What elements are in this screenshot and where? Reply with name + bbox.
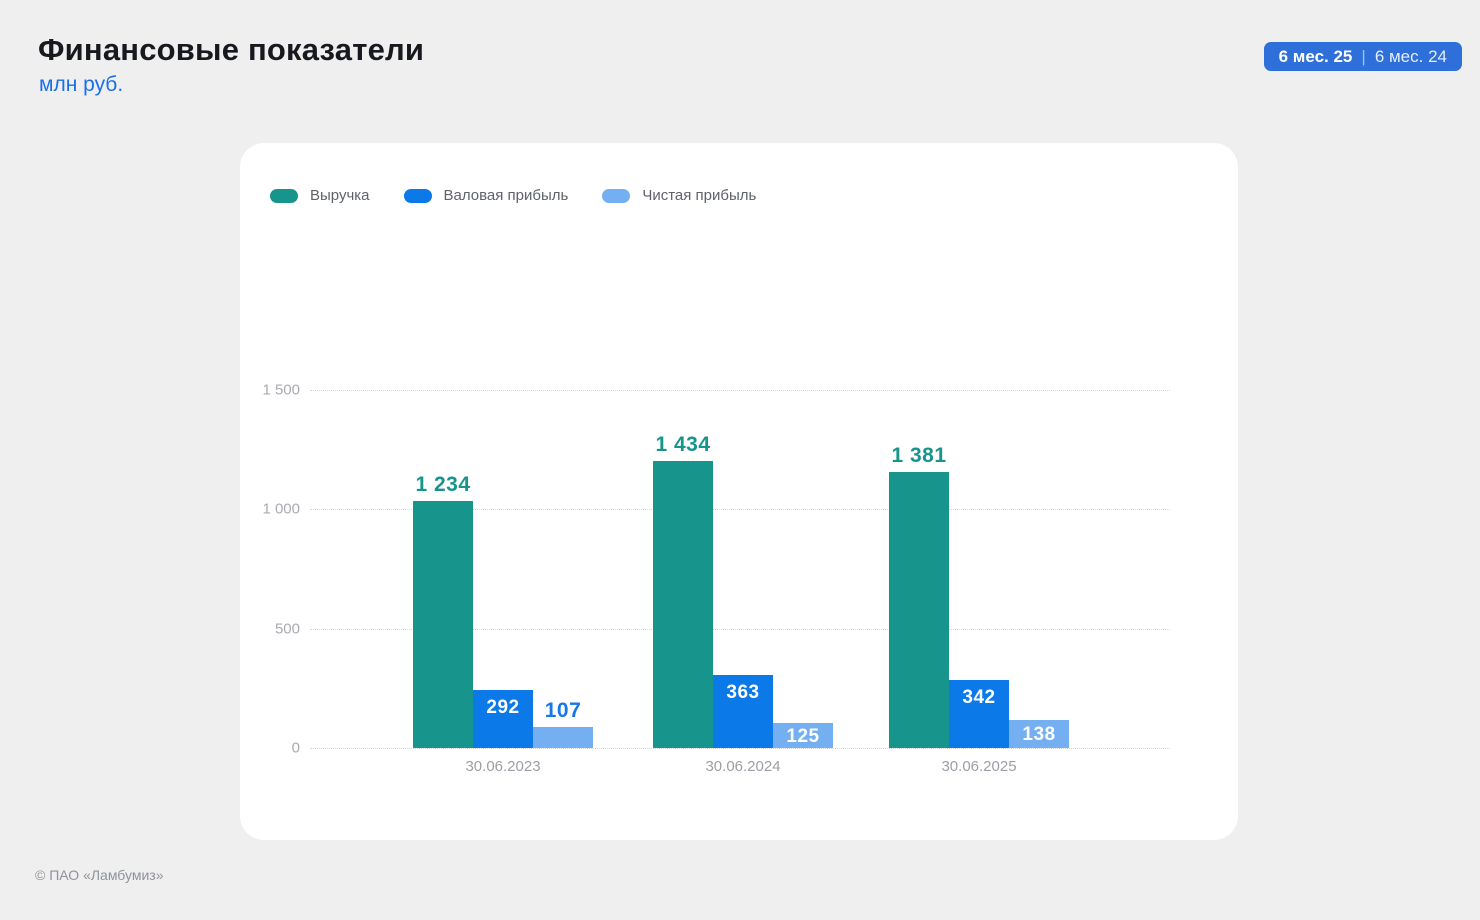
bar-value-label: 1 381 [891,443,947,467]
bar-value-label: 1 434 [655,433,711,457]
period-previous-label[interactable]: 6 мес. 24 [1374,46,1447,66]
legend-item-Выручка: Выручка [270,187,370,204]
bar-value-label: 292 [486,696,520,718]
x-axis-label-30.06.2025: 30.06.2025 [941,758,1017,775]
y-axis-tick-label: 1 500 [262,381,300,399]
page-subtitle-units: млн руб. [39,73,124,96]
y-axis-tick-label: 0 [291,739,300,757]
bar-Выручка-30.06.2023 [413,501,473,748]
bar-value-label: 342 [962,686,996,708]
bar-value-label: 125 [786,725,820,747]
bar-Валовая прибыль-30.06.2023 [473,689,533,748]
legend-swatch-icon [602,188,631,203]
chart-card: Выручка Валовая прибыль Чистая прибыль 1 5… [240,143,1238,840]
bar-chart-plot-area: 1 500 1 000 500 0 1 234 1 434 1 381 292 363 342 10… [240,143,1238,840]
gridline-1500 [310,389,1170,391]
gridline-0 [310,748,1170,749]
bar-value-label: 138 [1022,724,1056,746]
bar-Чистая прибыль-30.06.2024 [773,723,833,748]
period-toggle-badge[interactable]: 6 мес. 25 | 6 мес. 24 [1263,42,1462,71]
chart-legend: Выручка Валовая прибыль Чистая прибыль [270,187,756,204]
period-separator: | [1361,46,1366,66]
legend-label: Чистая прибыль [642,187,757,204]
legend-item-Валовая прибыль: Валовая прибыль [403,187,569,204]
legend-label: Выручка [310,187,370,204]
bar-Валовая прибыль-30.06.2024 [713,675,773,748]
legend-label: Валовая прибыль [443,187,569,204]
page-title: Финансовые показатели [38,32,425,67]
bar-Валовая прибыль-30.06.2025 [949,679,1009,748]
bar-Чистая прибыль-30.06.2023 [533,726,593,748]
period-current-label[interactable]: 6 мес. 25 [1278,46,1353,66]
legend-swatch-icon [403,188,432,203]
legend-swatch-icon [270,188,298,203]
gridline-500 [310,628,1170,630]
bar-Выручка-30.06.2025 [889,471,949,748]
bar-value-label: 107 [544,698,582,722]
y-axis-tick-label: 1 000 [262,500,300,518]
legend-item-Чистая прибыль: Чистая прибыль [602,187,756,204]
bar-value-label: 1 234 [415,473,471,497]
bar-Выручка-30.06.2024 [653,461,713,748]
x-axis-label-30.06.2024: 30.06.2024 [705,758,781,775]
y-axis-tick-label: 500 [274,620,300,638]
bar-value-label: 363 [726,682,760,704]
x-axis-label-30.06.2023: 30.06.2023 [465,758,541,775]
bar-Чистая прибыль-30.06.2025 [1009,720,1069,748]
gridline-1000 [310,509,1170,511]
footer-copyright: © ПАО «Ламбумиз» [35,867,164,883]
